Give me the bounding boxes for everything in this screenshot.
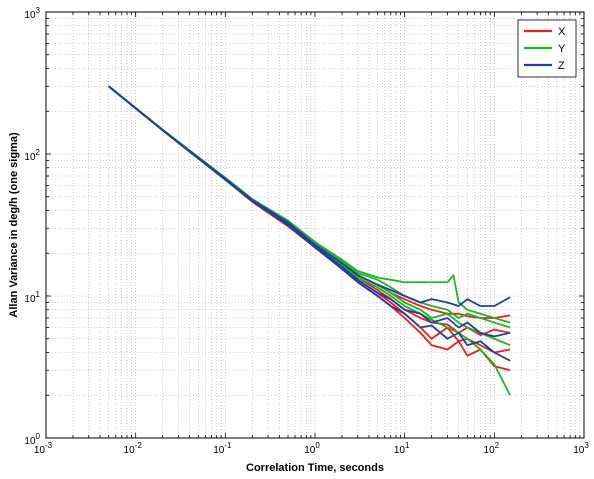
y-tick-label: 102 <box>24 148 40 163</box>
x-tick-label: 100 <box>304 441 320 456</box>
x-tick-label: 103 <box>573 441 589 456</box>
grid <box>45 12 584 439</box>
axis-ticks <box>45 12 584 439</box>
series-z <box>108 85 511 362</box>
y-tick-label: 101 <box>24 290 40 305</box>
x-tick-label-exponent: 3 <box>584 441 589 450</box>
y-tick-label-exponent: 2 <box>36 148 41 157</box>
x-tick-label-base: 10 <box>124 445 136 456</box>
y-tick-label-base: 10 <box>24 152 36 163</box>
x-axis-title: Correlation Time, seconds <box>246 462 384 474</box>
y-tick-label-base: 10 <box>24 10 36 21</box>
x-tick-label: 101 <box>394 441 410 456</box>
y-tick-label-exponent: 0 <box>36 432 41 441</box>
legend-label-z: Z <box>558 60 565 72</box>
legend-label-x: X <box>558 26 566 38</box>
y-tick-label-exponent: 3 <box>36 6 41 15</box>
legend-label-y: Y <box>558 43 566 55</box>
x-tick-label-exponent: -1 <box>224 441 232 450</box>
x-tick-label-base: 10 <box>484 445 496 456</box>
x-tick-label: 10-3 <box>34 441 53 456</box>
x-tick-label-exponent: 0 <box>315 441 320 450</box>
y-tick-label: 100 <box>24 432 40 447</box>
x-tick-label-exponent: 2 <box>495 441 500 450</box>
y-tick-label-exponent: 1 <box>36 290 41 299</box>
x-tick-label-base: 10 <box>394 445 406 456</box>
series-lines <box>108 85 511 396</box>
legend: XYZ <box>517 19 577 78</box>
x-tick-label-exponent: -2 <box>135 441 143 450</box>
y-axis-title: Allan Variance in deg/h (one sigma) <box>8 132 20 318</box>
x-tick-label-base: 10 <box>213 445 225 456</box>
x-tick-label-base: 10 <box>304 445 316 456</box>
y-tick-label-base: 10 <box>24 294 36 305</box>
x-tick-label-exponent: -3 <box>45 441 53 450</box>
x-tick-label: 10-1 <box>213 441 232 456</box>
x-tick-label-base: 10 <box>573 445 585 456</box>
y-tick-label-base: 10 <box>24 436 36 447</box>
x-tick-label: 10-2 <box>124 441 143 456</box>
series-z-line <box>108 85 511 362</box>
x-tick-label-exponent: 1 <box>405 441 410 450</box>
x-tick-label: 102 <box>484 441 500 456</box>
x-tick-label-base: 10 <box>34 445 46 456</box>
y-tick-label: 103 <box>24 6 40 21</box>
